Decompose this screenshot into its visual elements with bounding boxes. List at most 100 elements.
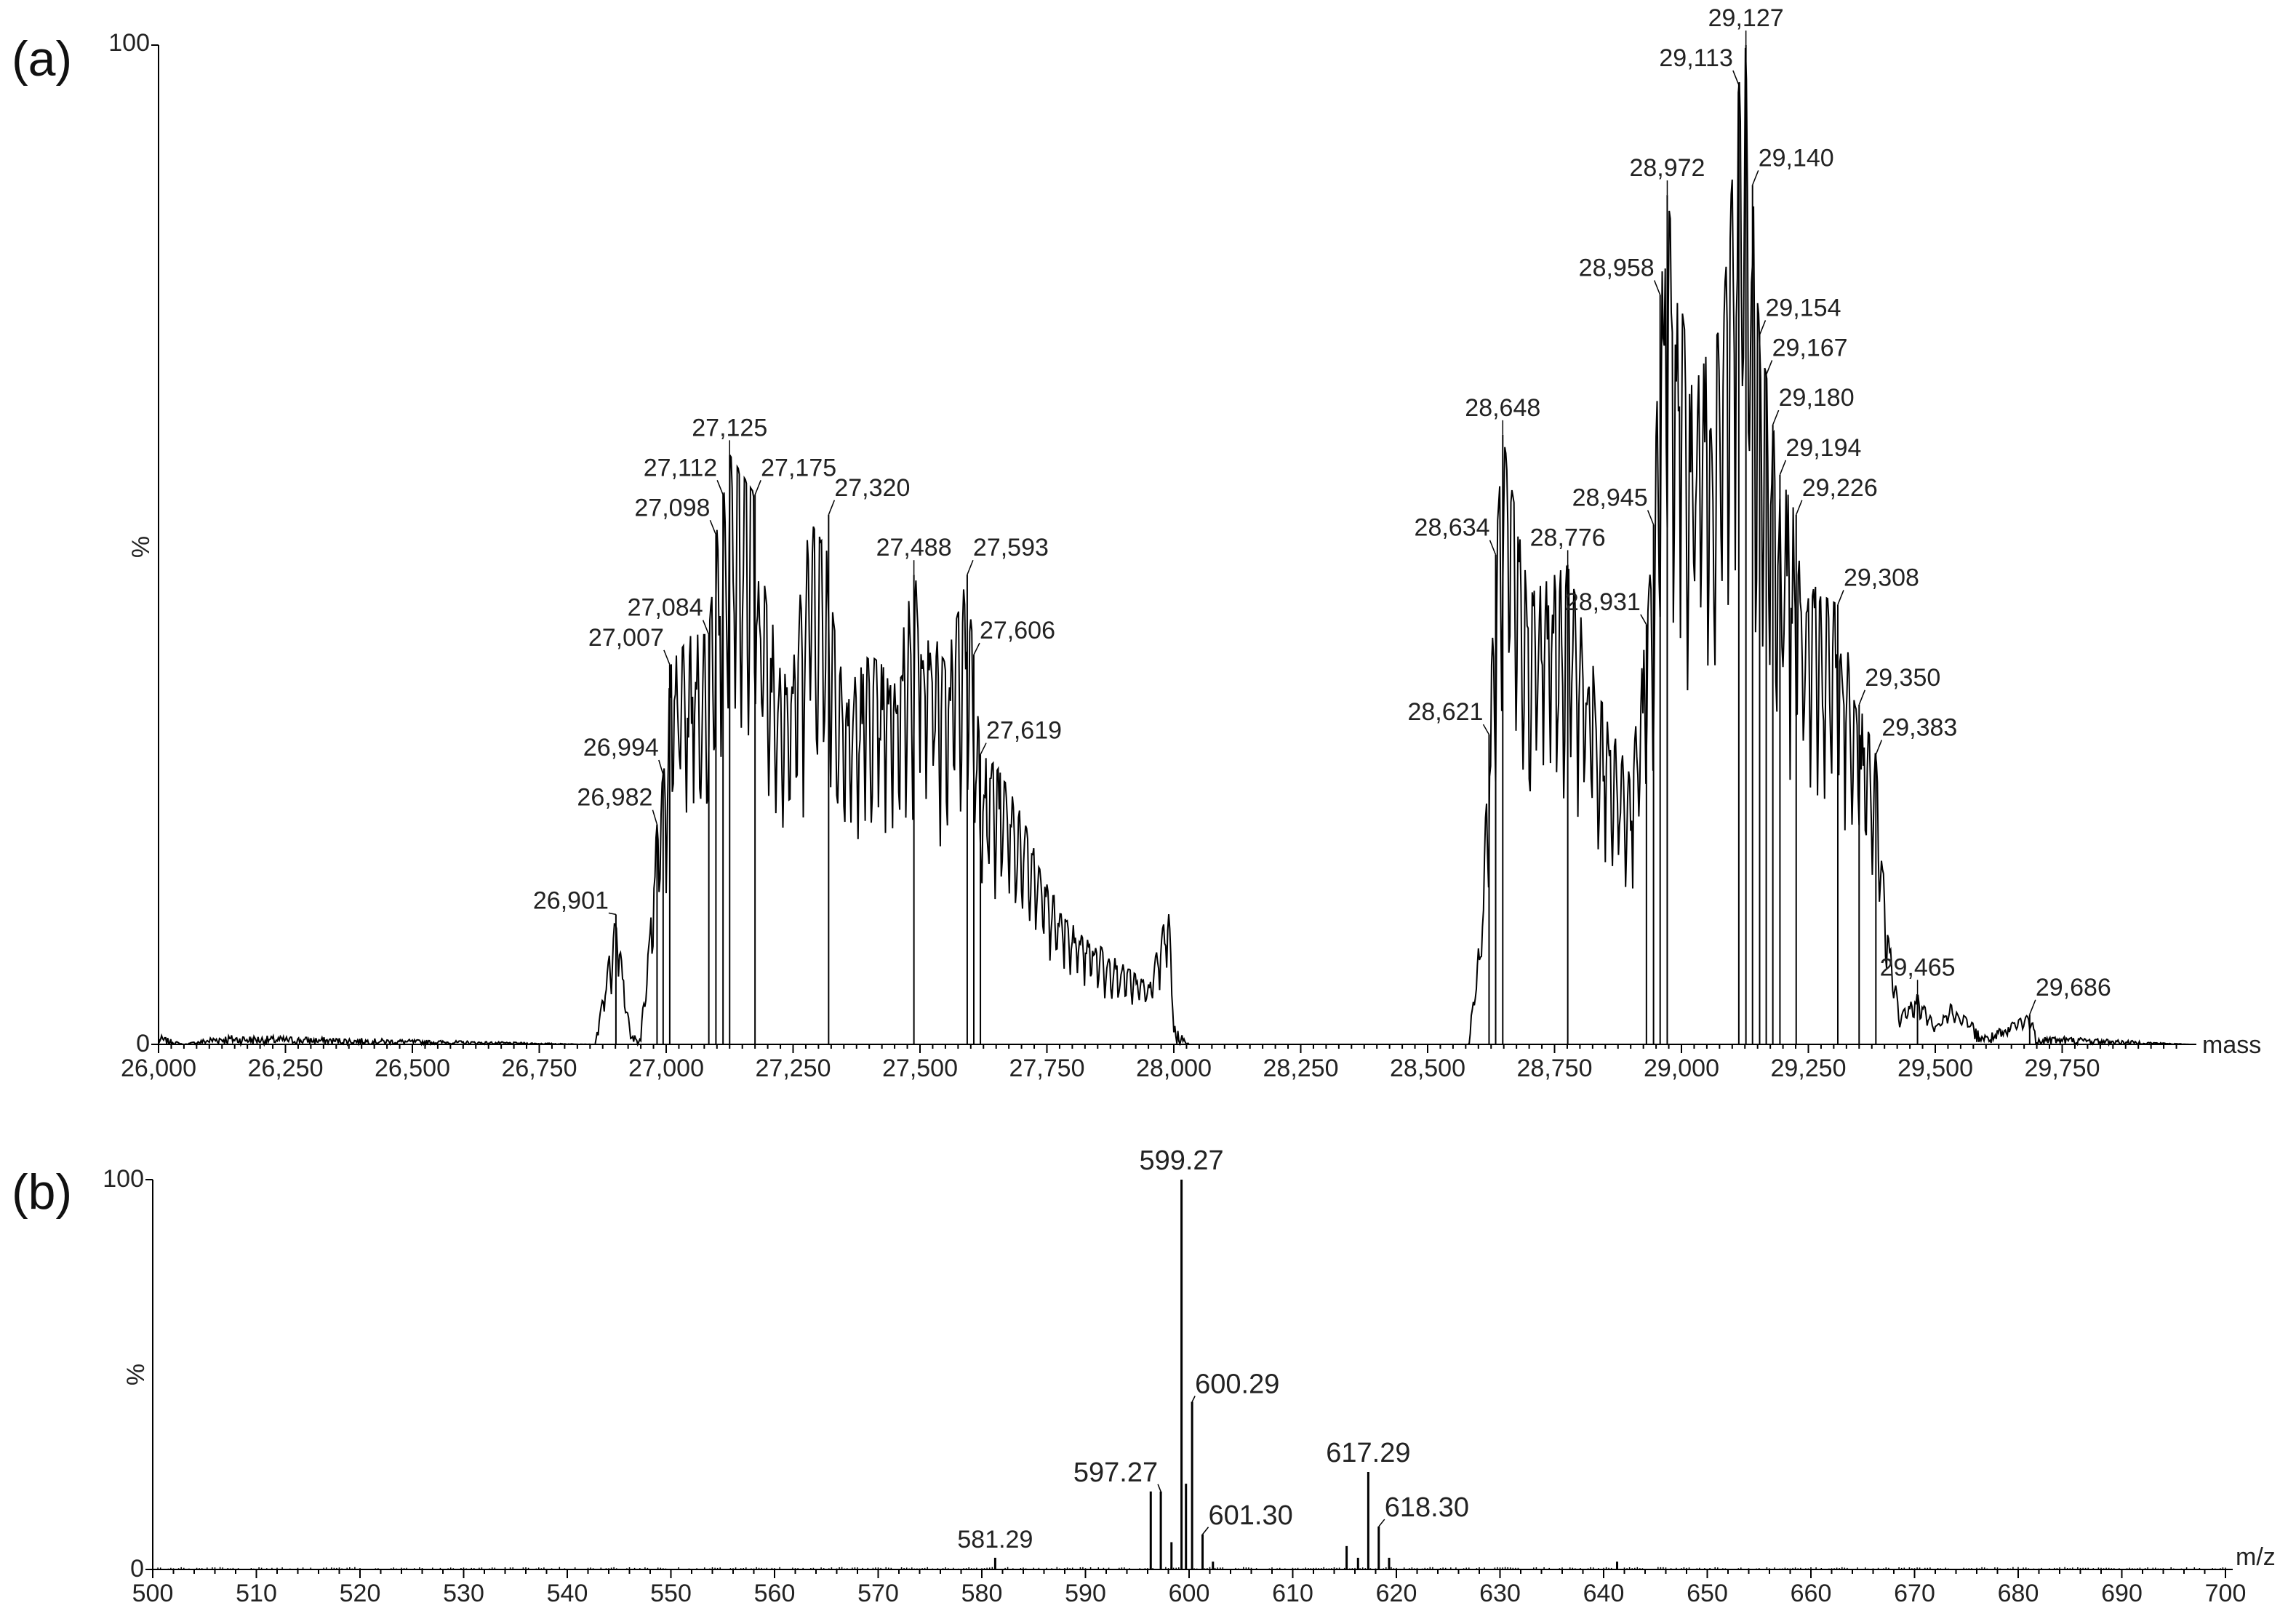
x-tick-label: 27,000 <box>628 1055 704 1082</box>
peak-leader <box>828 500 836 516</box>
peak-label: 617.29 <box>1326 1438 1410 1468</box>
peak-leader <box>1759 320 1767 335</box>
peak-label: 29,383 <box>1881 714 1957 742</box>
peak-leader <box>663 649 671 665</box>
peak-leader <box>1875 740 1883 755</box>
x-tick-label: 640 <box>1583 1580 1625 1607</box>
peak-label: 28,621 <box>1407 698 1483 726</box>
peak-leader <box>1191 1396 1196 1402</box>
x-tick-label: 27,500 <box>882 1055 958 1082</box>
panel-b-label: (b) <box>12 1164 73 1220</box>
peak-label: 28,945 <box>1572 484 1648 512</box>
peak-label: 27,112 <box>644 454 717 481</box>
x-tick-label: 28,250 <box>1263 1055 1339 1082</box>
peak-leader <box>716 480 724 495</box>
peak-label: 29,350 <box>1865 664 1940 692</box>
peak-leader <box>1752 170 1759 185</box>
x-tick-label: 500 <box>132 1580 174 1607</box>
y-tick-label: 100 <box>103 1165 144 1193</box>
x-tick-label: 560 <box>754 1580 796 1607</box>
peak-label: 599.27 <box>1139 1145 1223 1176</box>
y-axis-label: % <box>122 1364 150 1385</box>
peak-label: 29,308 <box>1844 564 1919 591</box>
x-tick-label: 29,750 <box>2025 1055 2100 1082</box>
peak-label: 618.30 <box>1385 1492 1469 1523</box>
x-tick-label: 27,750 <box>1009 1055 1085 1082</box>
peak-leader <box>1858 689 1865 705</box>
x-tick-label: 670 <box>1894 1580 1935 1607</box>
x-tick-label: 680 <box>1998 1580 2039 1607</box>
x-tick-label: 26,750 <box>502 1055 577 1082</box>
x-tick-label: 27,250 <box>756 1055 831 1082</box>
y-tick-label: 0 <box>136 1030 150 1057</box>
peak-label: 29,113 <box>1659 44 1732 72</box>
peak-label: 28,634 <box>1415 514 1490 542</box>
peak-leader <box>1779 460 1787 476</box>
x-tick-label: 610 <box>1272 1580 1313 1607</box>
peak-label: 29,167 <box>1772 334 1848 361</box>
x-tick-label: 620 <box>1376 1580 1417 1607</box>
peak-leader <box>1772 409 1780 425</box>
peak-leader <box>1201 1527 1209 1535</box>
x-tick-label: 590 <box>1065 1580 1106 1607</box>
peak-label: 29,194 <box>1785 434 1861 462</box>
x-tick-label: 600 <box>1169 1580 1210 1607</box>
peak-label: 27,098 <box>634 494 710 521</box>
peak-leader <box>1647 510 1655 525</box>
peak-leader <box>1640 614 1647 625</box>
peak-leader <box>658 759 664 775</box>
peak-label: 27,606 <box>980 617 1055 644</box>
peak-leader <box>2029 999 2036 1015</box>
peak-label: 29,226 <box>1802 474 1878 502</box>
peak-leader <box>1157 1484 1161 1492</box>
peak-label: 29,180 <box>1779 384 1855 412</box>
peak-leader <box>1489 540 1497 556</box>
peak-label: 27,488 <box>876 534 952 561</box>
x-tick-label: 690 <box>2101 1580 2143 1607</box>
peak-label: 29,154 <box>1765 294 1841 321</box>
peak-label: 600.29 <box>1195 1369 1279 1400</box>
x-tick-label: 26,000 <box>121 1055 196 1082</box>
peak-label: 29,140 <box>1759 144 1834 172</box>
peak-leader <box>702 620 710 635</box>
peak-label: 29,686 <box>2036 974 2111 1001</box>
deconvoluted-mass-spectrum: 26,000 26,250 26,500 26,750 27,000 27,250 27,5… <box>108 4 2261 1082</box>
x-tick-label: 630 <box>1479 1580 1521 1607</box>
peak-leader <box>1765 360 1773 375</box>
x-tick-label: 540 <box>547 1580 588 1607</box>
peak-label: 28,972 <box>1629 154 1705 182</box>
peak-label: 581.29 <box>957 1526 1033 1553</box>
peak-label: 26,994 <box>583 734 659 761</box>
x-axis-label: mass <box>2202 1031 2261 1059</box>
y-tick-label: 0 <box>130 1555 144 1583</box>
x-tick-label: 29,500 <box>1897 1055 1973 1082</box>
peak-label: 601.30 <box>1209 1500 1293 1531</box>
peak-label: 27,619 <box>986 717 1062 745</box>
peak-label: 27,175 <box>761 454 836 481</box>
peak-label: 27,007 <box>588 624 664 652</box>
peak-leader <box>608 912 617 916</box>
x-tick-label: 29,250 <box>1771 1055 1847 1082</box>
y-axis-label: % <box>127 536 155 558</box>
x-tick-label: 26,500 <box>375 1055 450 1082</box>
x-tick-label: 700 <box>2205 1580 2247 1607</box>
peak-leader <box>709 519 717 535</box>
peak-leader <box>1378 1519 1385 1527</box>
peak-leader <box>1482 724 1490 735</box>
peak-label: 26,982 <box>577 784 652 812</box>
x-tick-label: 29,000 <box>1644 1055 1719 1082</box>
peak-label: 28,648 <box>1465 394 1540 422</box>
peak-label: 27,593 <box>973 534 1049 561</box>
peak-leader <box>980 743 987 755</box>
panel-a-label: (a) <box>12 31 73 87</box>
peak-label: 26,901 <box>533 887 609 914</box>
x-tick-label: 660 <box>1791 1580 1832 1607</box>
peak-leader <box>1796 500 1803 516</box>
peak-label: 597.27 <box>1073 1457 1158 1488</box>
peak-leader <box>652 809 658 825</box>
peak-label: 29,127 <box>1708 4 1784 32</box>
peak-label: 27,125 <box>692 414 767 441</box>
x-tick-label: 550 <box>650 1580 692 1607</box>
mz-spectrum: 500 510 520 530 540 550 560 570 580 590 600 610 620 6… <box>103 1145 2276 1607</box>
